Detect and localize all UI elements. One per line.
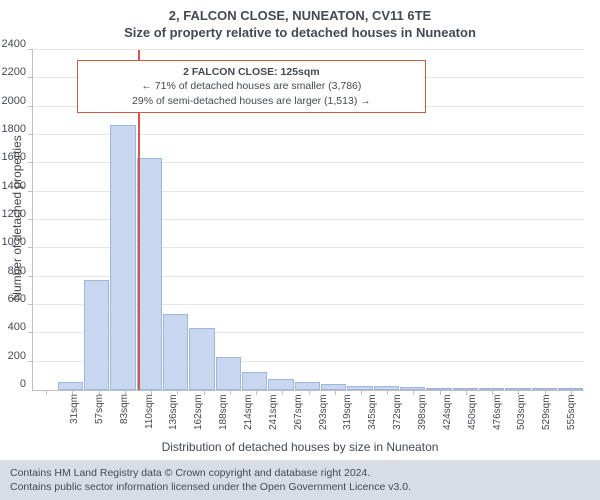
histogram-bar xyxy=(84,280,109,391)
histogram-bar xyxy=(268,379,293,390)
histogram-bar xyxy=(216,357,241,390)
footer-line2: Contains public sector information licen… xyxy=(10,480,590,494)
x-tick: 345sqm xyxy=(360,394,385,438)
histogram-bar xyxy=(242,372,267,390)
histogram-bar xyxy=(453,388,478,390)
x-tick: 188sqm xyxy=(211,394,236,438)
histogram-bar xyxy=(479,388,504,390)
x-tick: 424sqm xyxy=(435,394,460,438)
histogram-bar xyxy=(189,328,214,390)
callout-box: 2 FALCON CLOSE: 125sqm ← 71% of detached… xyxy=(77,60,426,113)
callout-line3: 29% of semi-detached houses are larger (… xyxy=(86,94,417,108)
page-title-subtitle: Size of property relative to detached ho… xyxy=(0,25,600,40)
x-tick: 476sqm xyxy=(485,394,510,438)
histogram-bar xyxy=(532,388,557,390)
histogram-bar xyxy=(374,386,399,390)
x-tick: 450sqm xyxy=(460,394,485,438)
x-tick: 503sqm xyxy=(509,394,534,438)
x-tick: 241sqm xyxy=(261,394,286,438)
attribution-footer: Contains HM Land Registry data © Crown c… xyxy=(0,460,600,500)
x-tick: 162sqm xyxy=(186,394,211,438)
x-tick: 319sqm xyxy=(335,394,360,438)
x-tick: 529sqm xyxy=(534,394,559,438)
histogram-bar xyxy=(137,158,162,390)
x-tick: 267sqm xyxy=(286,394,311,438)
histogram-bar xyxy=(163,314,188,391)
histogram-bar xyxy=(110,125,135,390)
chart-region: Number of detached properties 2400220020… xyxy=(0,40,600,392)
x-tick: 110sqm xyxy=(137,394,162,438)
x-tick: 214sqm xyxy=(236,394,261,438)
x-tick: 136sqm xyxy=(161,394,186,438)
callout-line1: 2 FALCON CLOSE: 125sqm xyxy=(86,65,417,79)
histogram-bar xyxy=(400,387,425,390)
x-tick: 83sqm xyxy=(112,394,137,438)
histogram-bar xyxy=(321,384,346,390)
page-root: 2, FALCON CLOSE, NUNEATON, CV11 6TE Size… xyxy=(0,0,600,500)
callout-line2: ← 71% of detached houses are smaller (3,… xyxy=(86,79,417,93)
x-tick: 372sqm xyxy=(385,394,410,438)
histogram-bar xyxy=(347,386,372,390)
x-axis: 31sqm57sqm83sqm110sqm136sqm162sqm188sqm2… xyxy=(62,394,584,438)
histogram-bar xyxy=(58,382,83,391)
plot-area: 2 FALCON CLOSE: 125sqm ← 71% of detached… xyxy=(32,50,584,391)
x-tick: 293sqm xyxy=(311,394,336,438)
histogram-bar xyxy=(295,382,320,391)
histogram-bar xyxy=(426,388,451,390)
x-tick: 57sqm xyxy=(87,394,112,438)
x-tick: 31sqm xyxy=(62,394,87,438)
page-title-address: 2, FALCON CLOSE, NUNEATON, CV11 6TE xyxy=(0,8,600,23)
x-tick: 555sqm xyxy=(559,394,584,438)
x-axis-row: 31sqm57sqm83sqm110sqm136sqm162sqm188sqm2… xyxy=(0,392,600,442)
footer-line1: Contains HM Land Registry data © Crown c… xyxy=(10,466,590,480)
x-axis-label: Distribution of detached houses by size … xyxy=(0,440,600,454)
histogram-bar xyxy=(505,388,530,390)
x-tick: 398sqm xyxy=(410,394,435,438)
titles: 2, FALCON CLOSE, NUNEATON, CV11 6TE Size… xyxy=(0,0,600,40)
histogram-bar xyxy=(558,388,583,390)
